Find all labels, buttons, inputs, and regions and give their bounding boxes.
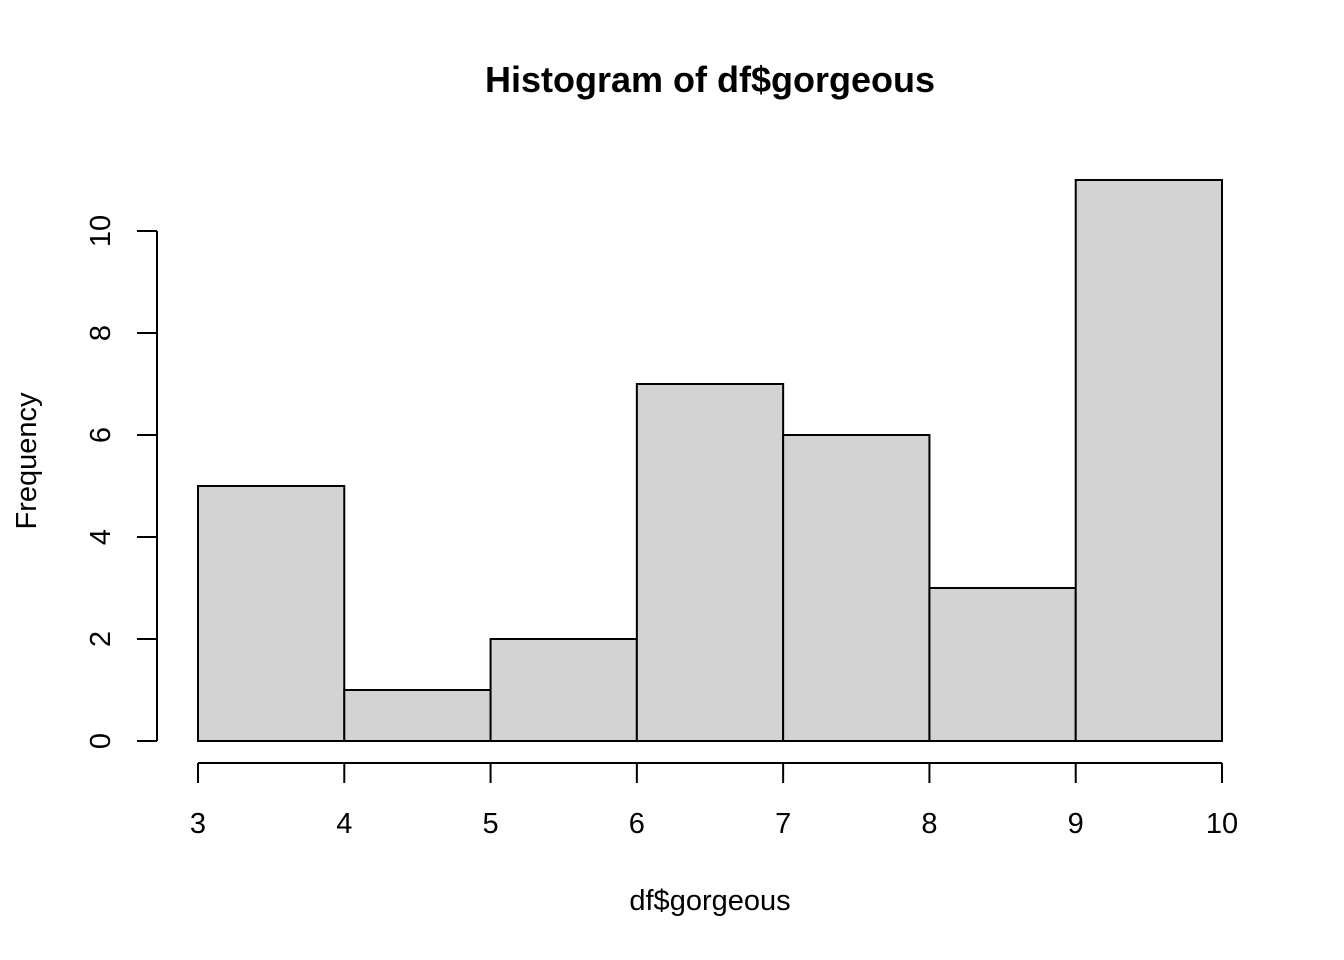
x-tick-label-5: 5 <box>483 808 499 840</box>
x-tick-label-3: 3 <box>190 808 206 840</box>
x-tick-label-10: 10 <box>1206 808 1238 840</box>
histogram-bar-5-6 <box>489 638 638 742</box>
y-tick-label-0: 0 <box>85 733 117 749</box>
histogram-bar-9-10 <box>1074 179 1223 742</box>
chart-title: Histogram of df$gorgeous <box>485 59 935 100</box>
x-tick-label-9: 9 <box>1068 808 1084 840</box>
x-tick-label-7: 7 <box>775 808 791 840</box>
x-axis-label: df$gorgeous <box>629 885 790 917</box>
y-axis: 0 2 4 6 8 10 <box>85 215 158 749</box>
histogram-bar-6-7 <box>635 383 785 742</box>
bars-group <box>197 179 1223 742</box>
histogram-bar-7-8 <box>782 434 931 742</box>
histogram-bar-8-9 <box>928 587 1077 742</box>
x-tick-label-6: 6 <box>629 808 645 840</box>
y-tick-label-10: 10 <box>85 215 117 247</box>
histogram-bar-3-4 <box>197 485 346 742</box>
histogram-bar-4-5 <box>343 689 492 742</box>
y-tick-label-4: 4 <box>85 529 117 545</box>
x-tick-label-4: 4 <box>336 808 352 840</box>
x-axis: 3 4 5 6 7 8 9 10 <box>190 762 1238 840</box>
y-axis-label: Frequency <box>11 392 43 530</box>
y-tick-label-6: 6 <box>85 427 117 443</box>
y-tick-label-2: 2 <box>85 631 117 647</box>
x-tick-label-8: 8 <box>921 808 937 840</box>
y-tick-label-8: 8 <box>85 325 117 341</box>
